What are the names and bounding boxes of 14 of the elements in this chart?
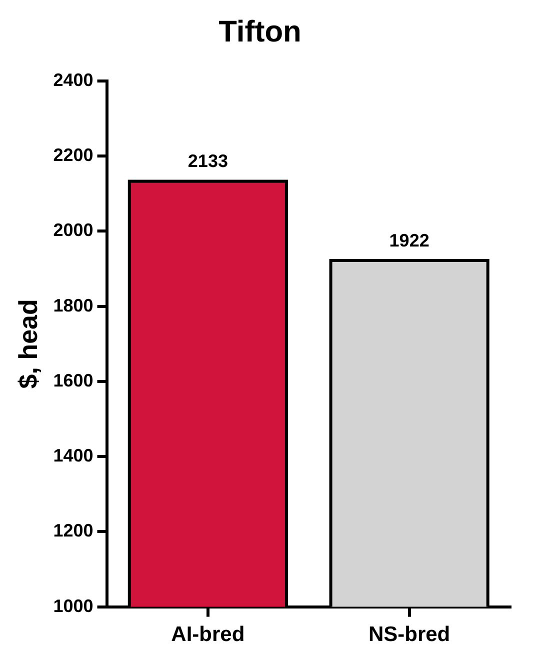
y-tick-label: 2000 — [53, 220, 94, 240]
y-tick-label: 1400 — [53, 446, 94, 466]
data-label: 2133 — [188, 151, 228, 172]
x-tick-label: NS-bred — [368, 623, 450, 646]
y-tick-label: 1600 — [53, 370, 94, 390]
y-tick-label: 1200 — [53, 520, 94, 541]
x-tick-label: AI-bred — [171, 623, 245, 646]
y-tick-label: 1000 — [53, 596, 94, 616]
chart-title: Tifton — [218, 15, 302, 48]
y-tick-label: 2200 — [53, 145, 94, 166]
y-tick-label: 1800 — [53, 295, 94, 316]
y-axis-title: $, head — [12, 299, 43, 389]
y-tick-label: 2400 — [53, 70, 94, 90]
data-label: 1922 — [389, 230, 430, 250]
